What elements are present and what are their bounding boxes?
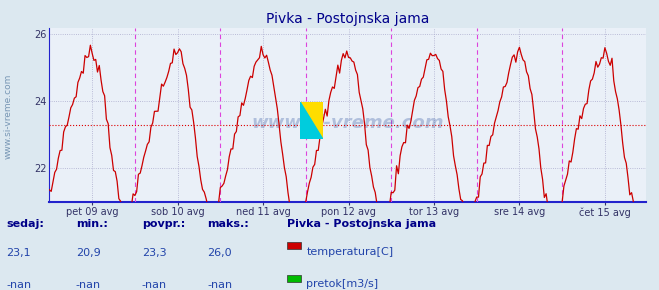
Text: sedaj:: sedaj: (7, 219, 44, 229)
Text: www.si-vreme.com: www.si-vreme.com (3, 73, 13, 159)
Text: -nan: -nan (76, 280, 101, 290)
Text: pretok[m3/s]: pretok[m3/s] (306, 280, 378, 289)
Text: -nan: -nan (208, 280, 233, 290)
Text: 23,3: 23,3 (142, 248, 166, 258)
Text: Pivka - Postojnska jama: Pivka - Postojnska jama (287, 219, 436, 229)
Title: Pivka - Postojnska jama: Pivka - Postojnska jama (266, 12, 429, 26)
FancyBboxPatch shape (287, 275, 301, 282)
Polygon shape (300, 102, 323, 139)
FancyBboxPatch shape (287, 242, 301, 249)
Text: min.:: min.: (76, 219, 107, 229)
Text: -nan: -nan (7, 280, 32, 290)
Text: 20,9: 20,9 (76, 248, 101, 258)
Text: maks.:: maks.: (208, 219, 249, 229)
Text: -nan: -nan (142, 280, 167, 290)
Text: www.si-vreme.com: www.si-vreme.com (251, 114, 444, 132)
Text: povpr.:: povpr.: (142, 219, 185, 229)
Text: 23,1: 23,1 (7, 248, 31, 258)
Polygon shape (300, 102, 323, 139)
Text: 26,0: 26,0 (208, 248, 232, 258)
Text: temperatura[C]: temperatura[C] (306, 247, 393, 257)
